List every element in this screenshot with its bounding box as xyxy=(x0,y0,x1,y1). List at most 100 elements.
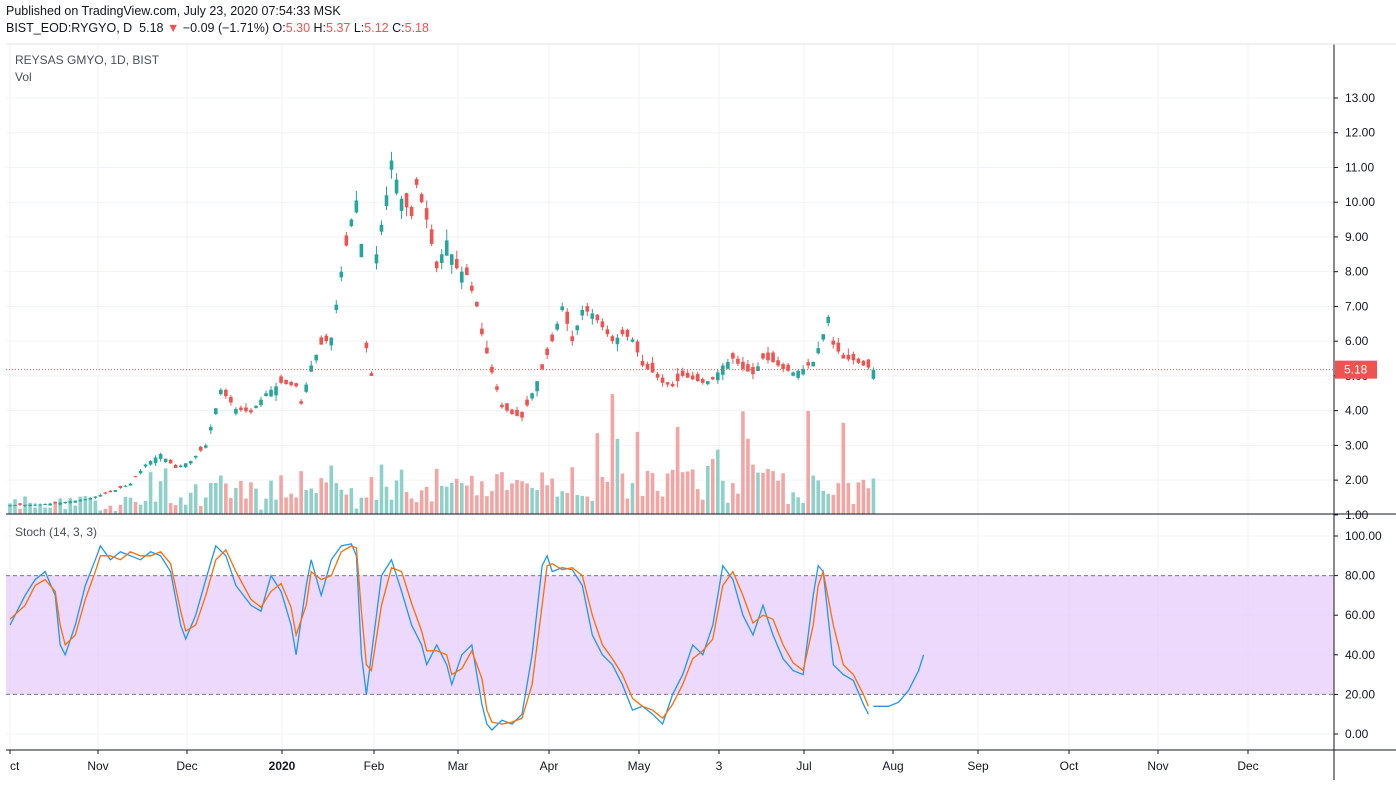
candle-body xyxy=(209,426,213,431)
time-tick-label: 3 xyxy=(716,759,723,773)
candle-body xyxy=(580,309,585,316)
candle-body xyxy=(379,224,384,232)
candle-body xyxy=(229,396,233,403)
volume-bar xyxy=(239,480,243,514)
volume-bar xyxy=(480,481,484,514)
volume-bar xyxy=(78,496,83,514)
volume-bar xyxy=(796,497,800,514)
candle-body xyxy=(781,364,785,369)
candle-body xyxy=(449,254,454,265)
stoch-axis[interactable]: 100.00 80.00 60.00 40.00 20.00 0.00 xyxy=(1334,529,1382,741)
candle-body xyxy=(771,352,775,363)
volume-bar xyxy=(675,426,680,514)
volume-bar xyxy=(133,501,138,514)
candle-body xyxy=(811,362,815,367)
volume-bar xyxy=(399,469,404,514)
time-tick-label: Mar xyxy=(448,759,469,773)
candle-body xyxy=(826,316,831,324)
candle-body xyxy=(630,339,635,342)
volume-bar xyxy=(43,507,47,514)
price-tick-label: 13.00 xyxy=(1345,91,1375,105)
candle-body xyxy=(289,382,293,386)
candle-body xyxy=(424,208,429,220)
candle-body xyxy=(153,457,158,464)
candle-body xyxy=(846,354,851,360)
candle-body xyxy=(279,376,283,383)
candle-body xyxy=(515,409,519,416)
published-line: Published on TradingView.com, July 23, 2… xyxy=(6,4,341,18)
candle-body xyxy=(409,206,414,217)
price-tick-label: 10.00 xyxy=(1345,195,1375,209)
candle-body xyxy=(319,337,324,345)
candle-body xyxy=(791,372,795,376)
stoch-tick-label: 60.00 xyxy=(1345,608,1375,622)
price-tick-label: 8.00 xyxy=(1345,265,1369,279)
volume-bar xyxy=(475,495,479,514)
candle-body xyxy=(214,408,218,415)
time-tick-label: Aug xyxy=(882,759,903,773)
volume-bar xyxy=(33,507,37,514)
volume-bar xyxy=(716,449,720,514)
volume-bar xyxy=(590,500,595,514)
time-axis[interactable]: ct Nov Dec 2020 Feb Mar Apr May 3 Jul Aug Sep Oct Nov… xyxy=(9,750,1259,773)
candle-body xyxy=(48,503,52,506)
candle-body xyxy=(856,358,861,363)
candle-body xyxy=(188,461,193,464)
candle-body xyxy=(505,403,509,411)
candle-body xyxy=(183,463,188,468)
candle-body xyxy=(831,340,836,345)
volume-bar xyxy=(143,500,148,514)
volume-bar xyxy=(279,475,283,514)
candle-body xyxy=(294,383,298,387)
volume-bar xyxy=(726,502,730,514)
volume-bar xyxy=(183,504,188,514)
volume-bar xyxy=(409,498,414,514)
stoch-tick-label: 0.00 xyxy=(1345,727,1369,741)
candle-body xyxy=(650,362,655,373)
candle-body xyxy=(63,502,68,504)
volume-bar xyxy=(13,499,17,514)
candle-body xyxy=(128,483,133,486)
candle-body xyxy=(224,389,228,397)
volume-bar xyxy=(404,492,409,514)
candle-body xyxy=(444,240,449,256)
volume-bar xyxy=(158,481,163,514)
volume-bar xyxy=(219,475,223,514)
volume-bar xyxy=(148,472,153,514)
volume-bar xyxy=(610,394,615,514)
volume-bar xyxy=(329,465,334,514)
volume-bar xyxy=(460,483,464,514)
volume-bar xyxy=(690,469,695,514)
close-value: 5.18 xyxy=(404,21,429,35)
volume-bar xyxy=(821,490,826,514)
candle-body xyxy=(821,334,826,340)
volume-bar xyxy=(640,495,645,514)
candle-body xyxy=(73,500,78,503)
candle-body xyxy=(470,285,474,291)
candle-body xyxy=(726,362,730,369)
volume-bar xyxy=(289,493,293,514)
volume-bar xyxy=(224,483,228,514)
volume-bar xyxy=(344,494,349,514)
time-tick-label: Oct xyxy=(1060,759,1079,773)
volume-bar xyxy=(354,508,359,514)
candle-body xyxy=(38,504,42,506)
candle-body xyxy=(43,504,47,506)
candle-body xyxy=(334,304,339,310)
price-axis[interactable]: 13.0012.0011.0010.009.008.007.006.005.00… xyxy=(1334,91,1377,522)
stoch-series-line xyxy=(9,543,869,731)
volume-bar xyxy=(274,499,278,514)
volume-bar xyxy=(781,473,785,514)
volume-bar xyxy=(28,502,32,514)
main-legend-title: REYSAS GMYO, 1D, BIST xyxy=(15,53,160,67)
volume-bar xyxy=(138,504,143,514)
candle-body xyxy=(480,328,484,335)
volume-bar xyxy=(505,490,509,514)
low-label: L: xyxy=(353,21,365,35)
candle-body xyxy=(761,353,765,359)
last-price: 5.18 xyxy=(139,21,164,35)
volume-bar xyxy=(565,493,570,514)
volume-bar xyxy=(871,478,876,514)
volume-bar xyxy=(700,499,705,514)
